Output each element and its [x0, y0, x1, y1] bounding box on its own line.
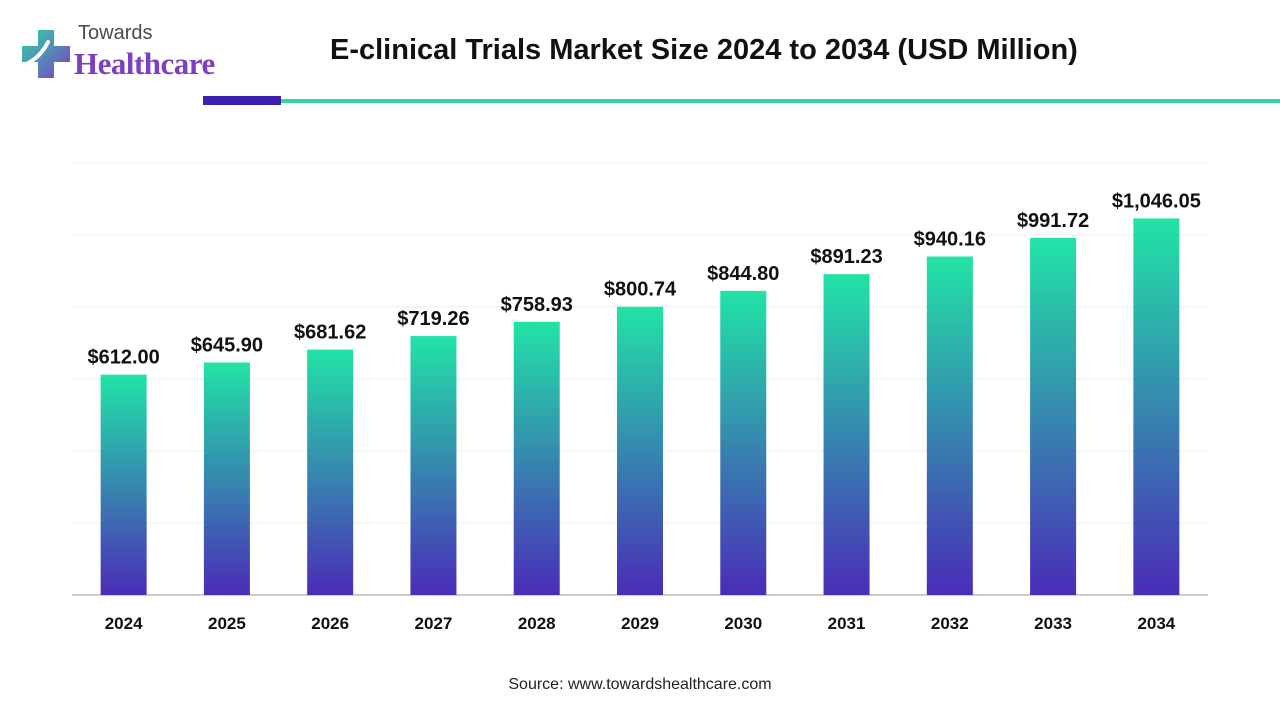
- x-tick-label: 2032: [931, 614, 969, 633]
- bar-2031: [823, 274, 870, 595]
- data-label: $800.74: [604, 279, 677, 301]
- bar-2032: [926, 256, 973, 595]
- x-tick-label: 2026: [311, 614, 349, 633]
- data-label: $719.26: [397, 308, 469, 330]
- data-label: $681.62: [294, 322, 366, 344]
- bar-2034: [1133, 218, 1180, 595]
- bar-2026: [307, 349, 354, 595]
- bars: [100, 218, 1180, 595]
- chart-title: E-clinical Trials Market Size 2024 to 20…: [330, 34, 1078, 66]
- brand-name-main: Healthcare: [74, 46, 215, 81]
- data-label: $758.93: [501, 294, 573, 316]
- x-tick-label: 2034: [1137, 614, 1175, 633]
- data-label: $844.80: [707, 263, 779, 285]
- title-rule-line: [281, 99, 1280, 103]
- title-rule-accent: [203, 96, 281, 105]
- bar-2027: [410, 336, 457, 595]
- x-tick-label: 2031: [828, 614, 866, 633]
- data-label: $612.00: [87, 347, 159, 369]
- data-label: $1,046.05: [1112, 190, 1201, 212]
- x-tick-label: 2027: [415, 614, 453, 633]
- bar-2025: [203, 362, 250, 595]
- x-tick-label: 2030: [724, 614, 762, 633]
- bar-2030: [720, 290, 767, 595]
- brand-name-top: Towards: [78, 22, 153, 44]
- data-label: $991.72: [1017, 210, 1089, 232]
- bar-2024: [100, 374, 147, 595]
- x-tick-label: 2025: [208, 614, 246, 633]
- x-tick-labels: 2024 2025 2026 2027 2028 2029 2030 2031 2032 2033…: [105, 614, 1176, 633]
- data-label: $645.90: [191, 334, 263, 356]
- medical-cross-icon: [22, 30, 70, 78]
- x-tick-label: 2028: [518, 614, 556, 633]
- x-tick-label: 2033: [1034, 614, 1072, 633]
- data-label: $891.23: [810, 246, 882, 268]
- data-label: $940.16: [914, 229, 986, 251]
- brand-logo: Towards Healthcare: [18, 20, 238, 84]
- source-note: Source: www.towardshealthcare.com: [508, 676, 772, 693]
- data-labels: $612.00 $645.90 $681.62 $719.26 $758.93 $800.…: [87, 190, 1200, 368]
- bar-2029: [617, 306, 663, 595]
- x-tick-label: 2029: [621, 614, 659, 633]
- bar-2033: [1030, 237, 1077, 595]
- bar-2028: [513, 321, 560, 595]
- x-tick-label: 2024: [105, 614, 143, 633]
